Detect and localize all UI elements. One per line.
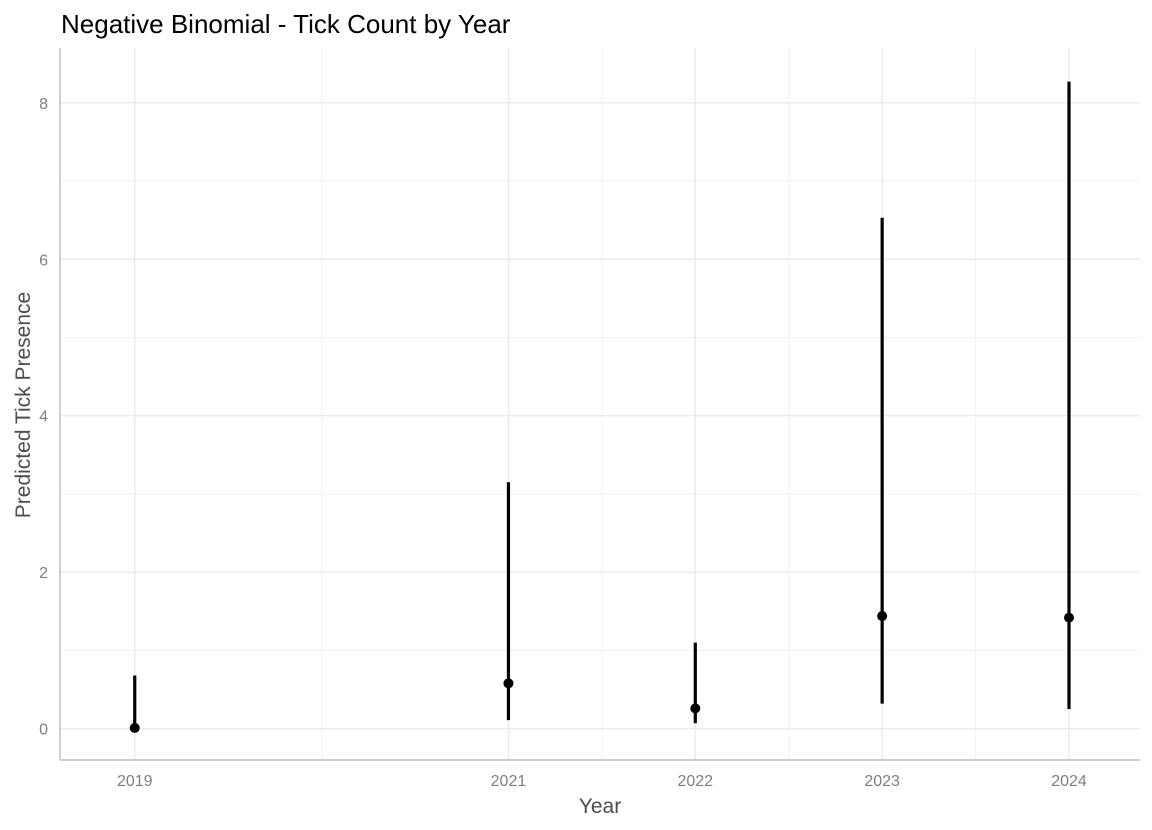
x-tick-label: 2021 <box>491 773 527 790</box>
data-point <box>129 722 140 733</box>
x-tick-label: 2024 <box>1051 773 1087 790</box>
data-point <box>503 678 514 689</box>
data-point <box>1063 612 1074 623</box>
chart-title: Negative Binomial - Tick Count by Year <box>61 9 511 39</box>
y-tick-label: 8 <box>39 96 48 113</box>
data-marks <box>129 81 1074 733</box>
y-tick-label: 4 <box>39 409 48 426</box>
y-axis-title: Predicted Tick Presence <box>12 292 35 518</box>
x-tick-labels: 2019 2021 2022 2023 2024 <box>117 773 1087 790</box>
x-tick-label: 2019 <box>117 773 153 790</box>
data-point <box>877 611 888 622</box>
y-tick-label: 2 <box>39 565 48 582</box>
grid-minor <box>60 48 1140 760</box>
data-point <box>690 703 701 714</box>
x-tick-label: 2022 <box>677 773 713 790</box>
x-tick-label: 2023 <box>864 773 900 790</box>
grid-major <box>60 48 1140 760</box>
x-axis-title: Year <box>579 795 621 818</box>
y-tick-labels: 0 2 4 6 8 <box>39 96 48 739</box>
y-tick-label: 0 <box>39 722 48 739</box>
y-tick-label: 6 <box>39 252 48 269</box>
